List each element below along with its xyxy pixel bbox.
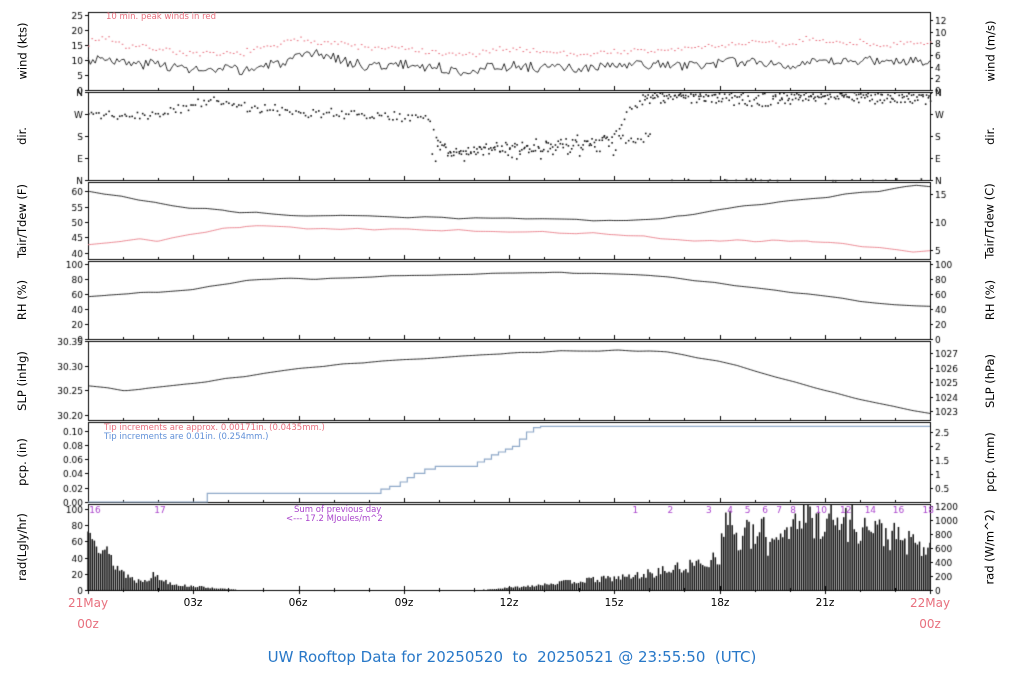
start-hour-label: 00z bbox=[77, 617, 99, 631]
pcp-tip-note-blue: Tip increments are 0.01in. (0.254mm.) bbox=[104, 432, 269, 442]
start-date-label: 21May bbox=[67, 596, 109, 610]
rad-sum-value: <--- 17.2 MJoules/m^2 bbox=[286, 514, 383, 524]
x-axis-tick-21z: 21z bbox=[815, 597, 835, 609]
x-axis-start-date: 21May 00z bbox=[68, 597, 108, 631]
chart-title: UW Rooftop Data for 20250520 to 20250521… bbox=[267, 648, 757, 666]
end-date-label: 22May bbox=[909, 596, 951, 610]
pcp-tip-note-red: Tip increments are approx. 0.00171in. (0… bbox=[104, 423, 325, 433]
rad-sum-label: Sum of previous day bbox=[294, 505, 382, 515]
x-axis-end-date: 22May 00z bbox=[910, 597, 950, 631]
x-axis-tick-03z: 03z bbox=[183, 597, 203, 609]
x-axis-tick-09z: 09z bbox=[394, 597, 414, 609]
end-hour-label: 00z bbox=[919, 617, 941, 631]
x-axis-tick-06z: 06z bbox=[288, 597, 308, 609]
x-axis-tick-12z: 12z bbox=[499, 597, 519, 609]
wind-peak-note: 10 min. peak winds in red bbox=[106, 12, 217, 22]
x-axis-tick-18z: 18z bbox=[710, 597, 730, 609]
x-axis-tick-15z: 15z bbox=[604, 597, 624, 609]
